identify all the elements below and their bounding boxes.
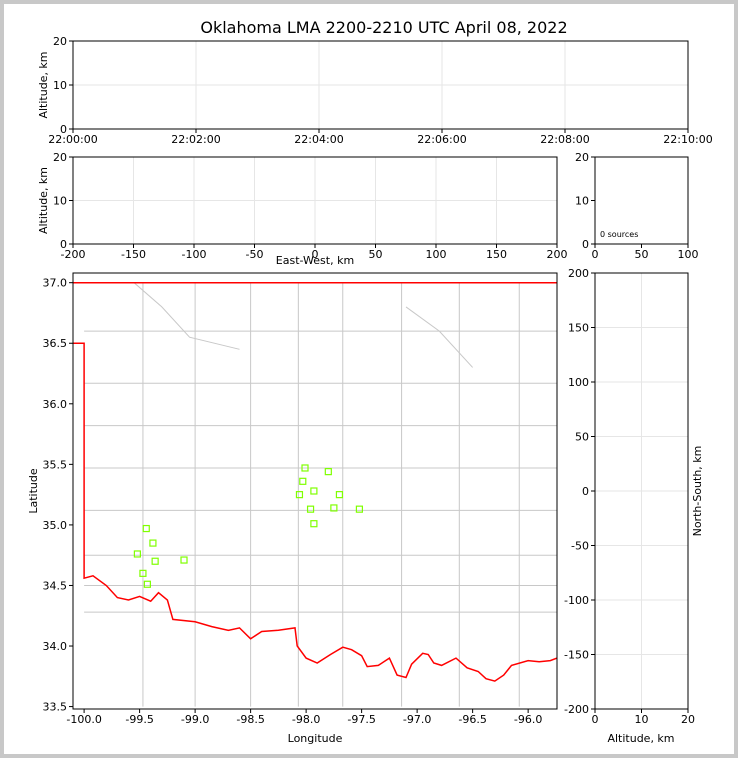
y-axis-label: Altitude, km bbox=[37, 167, 50, 234]
x-axis-label: Longitude bbox=[288, 732, 343, 745]
station-marker bbox=[299, 477, 307, 485]
y-tick-label: 150 bbox=[568, 322, 589, 335]
y-tick-label: 0 bbox=[582, 238, 589, 251]
x-tick-label: -97.0 bbox=[403, 713, 431, 726]
y-tick-label: 10 bbox=[575, 195, 589, 208]
axes-frame bbox=[72, 272, 558, 710]
x-tick-label: 22:10:00 bbox=[663, 133, 712, 146]
y-tick-label: 20 bbox=[53, 151, 67, 164]
x-tick-label: -150 bbox=[121, 248, 146, 261]
y-tick-label: 50 bbox=[575, 431, 589, 444]
station-marker bbox=[301, 464, 309, 472]
y-tick-label: -150 bbox=[564, 649, 589, 662]
x-tick-label: 10 bbox=[635, 713, 649, 726]
x-tick-label: 100 bbox=[426, 248, 447, 261]
map-layer bbox=[73, 281, 557, 707]
station-marker bbox=[310, 520, 318, 528]
y-axis-label: Latitude bbox=[27, 468, 40, 514]
y-tick-label: 36.5 bbox=[43, 337, 68, 350]
axes-frame bbox=[72, 156, 558, 245]
x-tick-label: 0 bbox=[592, 248, 599, 261]
x-tick-label: -99.0 bbox=[181, 713, 209, 726]
station-marker bbox=[180, 556, 188, 564]
x-tick-label: -97.5 bbox=[347, 713, 375, 726]
x-tick-label: 22:02:00 bbox=[171, 133, 220, 146]
y-tick-label: 0 bbox=[60, 123, 67, 136]
y-tick-label: 10 bbox=[53, 79, 67, 92]
state-border bbox=[73, 342, 557, 682]
x-tick-label: 200 bbox=[547, 248, 568, 261]
axes-frame bbox=[594, 272, 689, 710]
river-boundary bbox=[133, 282, 240, 350]
station-marker bbox=[324, 468, 332, 476]
y-tick-label: -50 bbox=[571, 540, 589, 553]
x-tick-label: 22:00:00 bbox=[48, 133, 97, 146]
x-tick-label: -200 bbox=[61, 248, 86, 261]
x-tick-label: 20 bbox=[681, 713, 695, 726]
y-tick-label: 37.0 bbox=[43, 277, 68, 290]
altitude-histogram-panel: 0 50 100 0 10 20 bbox=[575, 151, 699, 261]
station-marker bbox=[295, 491, 304, 499]
station-marker bbox=[355, 505, 364, 513]
x-tick-label: 150 bbox=[486, 248, 507, 261]
x-axis-label: Altitude, km bbox=[607, 732, 674, 745]
y-tick-label: 0 bbox=[582, 485, 589, 498]
x-tick-label: 22:06:00 bbox=[417, 133, 466, 146]
y-tick-label: 20 bbox=[53, 35, 67, 48]
station-marker bbox=[310, 487, 318, 495]
lma-figure: Oklahoma LMA 2200-2210 UTC April 08, 202… bbox=[27, 18, 713, 745]
y-tick-label: 10 bbox=[53, 195, 67, 208]
x-axis-label: East-West, km bbox=[276, 254, 354, 267]
plan-view-panel: -100.0 -99.5 -99.0 -98.5 -98.0 -97.5 -97.0 -96.… bbox=[27, 272, 558, 745]
figure-title: Oklahoma LMA 2200-2210 UTC April 08, 202… bbox=[200, 18, 567, 37]
y-axis-label: North-South, km bbox=[691, 446, 704, 537]
y-tick-label: 200 bbox=[568, 267, 589, 280]
x-tick-label: -99.5 bbox=[125, 713, 153, 726]
time-height-panel: 22:00:00 22:02:00 22:04:00 22:06:00 22:08:00… bbox=[37, 35, 713, 146]
y-tick-label: 20 bbox=[575, 151, 589, 164]
x-tick-label: 0 bbox=[312, 248, 319, 261]
y-tick-label: 34.0 bbox=[43, 640, 68, 653]
x-tick-label: -50 bbox=[246, 248, 264, 261]
y-tick-label: 35.0 bbox=[43, 519, 68, 532]
axes-frame bbox=[594, 156, 689, 245]
x-tick-label: -100 bbox=[182, 248, 207, 261]
east-west-panel: -200 -150 -100 -50 0 50 100 150 200 0 10 20Altitude… bbox=[37, 151, 568, 267]
station-marker bbox=[151, 557, 159, 565]
x-tick-label: -96.0 bbox=[514, 713, 542, 726]
station-marker bbox=[330, 504, 338, 512]
river-boundary bbox=[405, 306, 474, 368]
x-tick-label: -96.5 bbox=[458, 713, 486, 726]
y-tick-label: -200 bbox=[564, 703, 589, 716]
x-tick-label: 50 bbox=[369, 248, 383, 261]
x-tick-label: -98.5 bbox=[236, 713, 264, 726]
y-tick-label: 33.5 bbox=[43, 701, 68, 714]
station-marker bbox=[149, 539, 157, 547]
y-tick-label: 34.5 bbox=[43, 579, 68, 592]
figure-canvas: Oklahoma LMA 2200-2210 UTC April 08, 202… bbox=[4, 4, 734, 754]
y-tick-label: 35.5 bbox=[43, 458, 68, 471]
y-tick-label: -100 bbox=[564, 594, 589, 607]
axes-frame bbox=[72, 40, 689, 130]
station-marker bbox=[143, 580, 151, 588]
source-count-label: 0 sources bbox=[600, 230, 638, 239]
x-tick-label: 100 bbox=[678, 248, 699, 261]
height-north-south-panel: 0 10 20 -200 -150 -100 -50 0 50 100 150 200 Altitude… bbox=[564, 267, 704, 745]
x-tick-label: 22:04:00 bbox=[294, 133, 343, 146]
y-tick-label: 0 bbox=[60, 238, 67, 251]
station-marker bbox=[139, 569, 147, 577]
y-tick-label: 36.0 bbox=[43, 398, 68, 411]
station-marker bbox=[306, 505, 315, 513]
x-tick-label: -98.0 bbox=[292, 713, 320, 726]
x-tick-label: 0 bbox=[592, 713, 599, 726]
county-boundaries bbox=[84, 282, 557, 707]
x-tick-label: -100.0 bbox=[66, 713, 101, 726]
x-tick-label: 22:08:00 bbox=[540, 133, 589, 146]
x-tick-label: 50 bbox=[635, 248, 649, 261]
y-axis-label: Altitude, km bbox=[37, 51, 50, 118]
station-marker bbox=[142, 524, 150, 533]
station-marker bbox=[335, 491, 344, 499]
y-tick-label: 100 bbox=[568, 376, 589, 389]
station-marker bbox=[133, 550, 141, 558]
